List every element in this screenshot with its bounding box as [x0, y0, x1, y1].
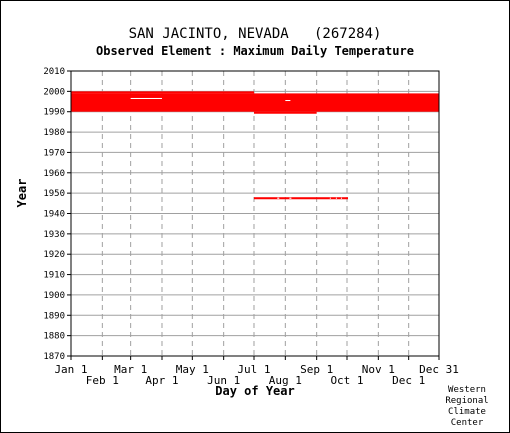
- observed-block: [253, 197, 349, 200]
- credit-line: Regional: [445, 396, 489, 406]
- credit-block: Western Regional Climate Center: [437, 385, 497, 429]
- y-tick-label: 1920: [43, 250, 65, 260]
- credit-line: Climate: [448, 407, 486, 417]
- x-tick-label: Apr 1: [145, 374, 178, 387]
- y-tick-label: 1930: [43, 230, 65, 240]
- y-tick-label: 1940: [43, 210, 65, 220]
- observed-block: [71, 93, 439, 112]
- y-tick-label: 2000: [43, 87, 65, 97]
- y-tick-label: 1960: [43, 169, 65, 179]
- x-tick-label: Oct 1: [330, 374, 363, 387]
- chart-subtitle: Observed Element : Maximum Daily Tempera…: [96, 44, 414, 58]
- x-tick-label: Jun 1: [207, 374, 240, 387]
- x-tick-label: Dec 31: [419, 363, 459, 376]
- x-tick-label: Jul 1: [237, 363, 270, 376]
- x-tick-label: Feb 1: [86, 374, 119, 387]
- x-tick-label: Sep 1: [300, 363, 333, 376]
- y-tick-label: 1890: [43, 311, 65, 321]
- x-tick-label: Jan 1: [54, 363, 87, 376]
- credit-line: Center: [450, 418, 484, 428]
- x-tick-label: Aug 1: [269, 374, 302, 387]
- y-tick-label: 1950: [43, 189, 65, 199]
- observed-block: [71, 91, 254, 94]
- x-tick-label: Dec 1: [392, 374, 425, 387]
- y-tick-label: 1990: [43, 108, 65, 118]
- x-tick-label: Nov 1: [362, 363, 395, 376]
- missing-gap: [340, 197, 342, 199]
- y-tick-label: 1980: [43, 128, 65, 138]
- missing-gap: [277, 197, 280, 199]
- missing-gap: [130, 97, 162, 99]
- x-axis-label: Day of Year: [215, 384, 295, 398]
- y-tick-label: 1970: [43, 148, 65, 158]
- y-tick-label: 1880: [43, 332, 65, 342]
- data-marks: [71, 91, 439, 200]
- y-tick-label: 1910: [43, 271, 65, 281]
- missing-gap: [289, 197, 292, 199]
- axis-lines: [67, 70, 440, 360]
- chart-title: SAN JACINTO, NEVADA (267284): [128, 26, 382, 42]
- y-tick-label: 2010: [43, 67, 65, 77]
- missing-gap: [329, 197, 331, 199]
- x-tick-labels: Jan 1 Mar 1 May 1 Jul 1 Sep 1 Nov 1 Dec 31 Feb …: [54, 363, 458, 387]
- credit-line: Western: [448, 385, 486, 395]
- y-tick-label: 1870: [43, 352, 65, 362]
- y-tick-label: 1900: [43, 291, 65, 301]
- plot-border: [70, 70, 440, 357]
- observed-block: [253, 111, 317, 114]
- missing-gap: [335, 197, 337, 199]
- x-tick-label: May 1: [176, 363, 209, 376]
- y-tick-labels: 2010 2000 1990 1980 1970 1960 1950 1940 1930 1920…: [43, 67, 65, 362]
- x-tick-label: Mar 1: [114, 363, 147, 376]
- missing-gap: [285, 100, 291, 102]
- y-axis-label: Year: [15, 178, 29, 208]
